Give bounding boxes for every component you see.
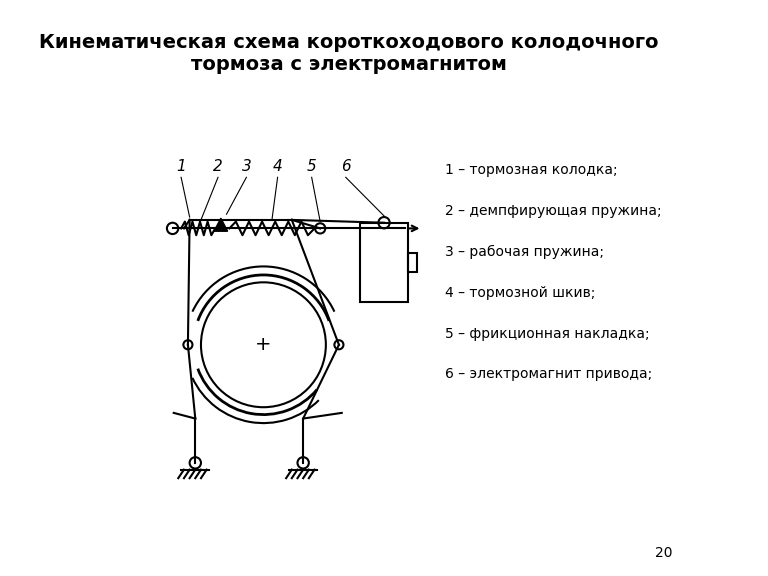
Text: 4: 4 (273, 160, 283, 175)
Polygon shape (214, 218, 227, 231)
Text: 4 – тормозной шкив;: 4 – тормозной шкив; (445, 286, 595, 300)
Text: 3: 3 (241, 160, 251, 175)
Bar (408, 252, 417, 272)
Text: Кинематическая схема короткоходового колодочного
тормоза с электромагнитом: Кинематическая схема короткоходового кол… (39, 33, 658, 74)
Text: 2 – демпфирующая пружина;: 2 – демпфирующая пружина; (445, 204, 662, 218)
Text: 1 – тормозная колодка;: 1 – тормозная колодка; (445, 163, 617, 177)
Bar (360, 223, 408, 302)
Text: 6 – электромагнит привода;: 6 – электромагнит привода; (445, 367, 652, 381)
Text: 5: 5 (306, 160, 316, 175)
Text: 2: 2 (214, 160, 223, 175)
Text: 3 – рабочая пружина;: 3 – рабочая пружина; (445, 245, 604, 259)
Text: 5 – фрикционная накладка;: 5 – фрикционная накладка; (445, 327, 650, 340)
Text: 1: 1 (176, 160, 186, 175)
Text: 6: 6 (341, 160, 351, 175)
Text: +: + (255, 335, 272, 354)
Text: 20: 20 (654, 547, 672, 560)
